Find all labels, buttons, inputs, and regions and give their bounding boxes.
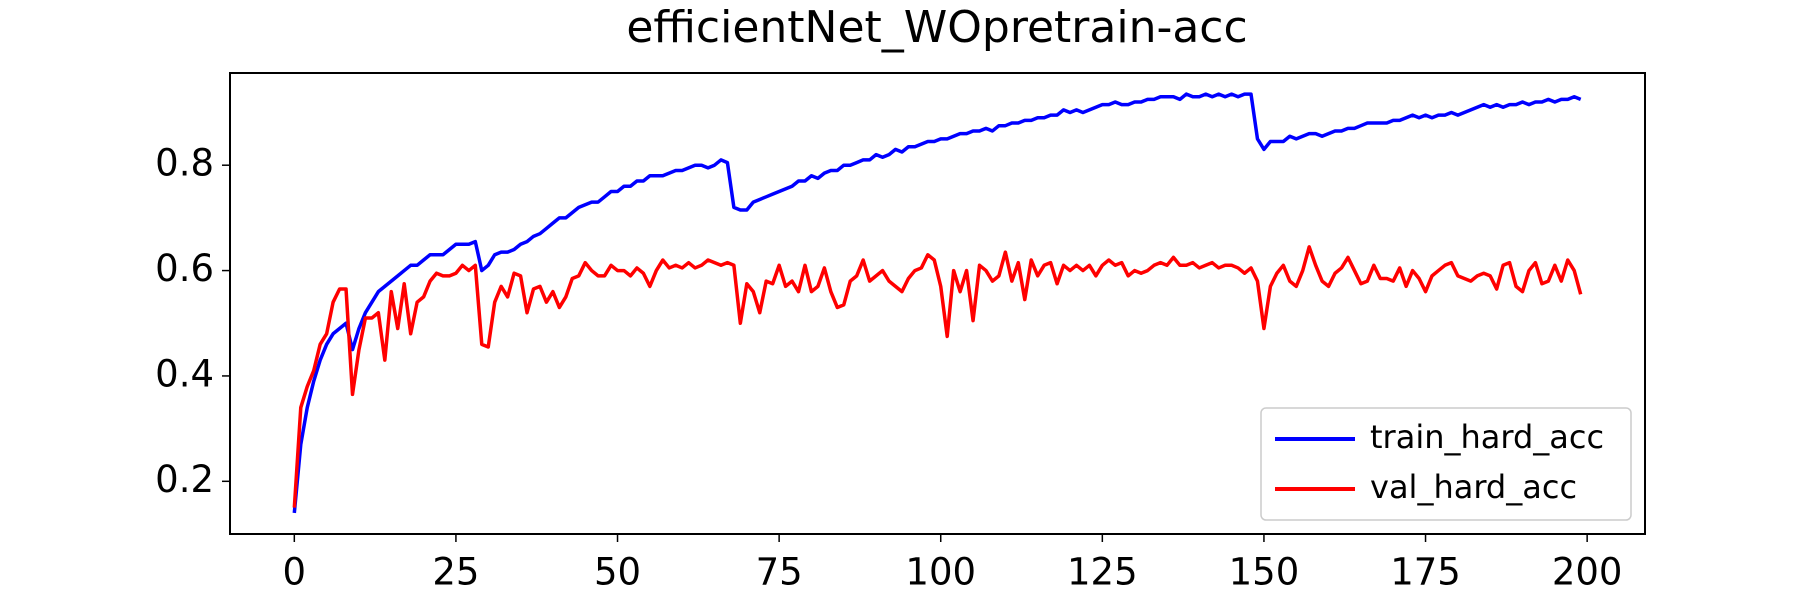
x-tick-label: 0 [283, 551, 307, 594]
y-tick-label: 0.6 [155, 247, 214, 290]
y-tick-label: 0.8 [155, 142, 214, 185]
x-tick-label: 200 [1552, 551, 1623, 594]
x-tick-label: 150 [1229, 551, 1300, 594]
x-tick-label: 100 [905, 551, 976, 594]
x-tick-label: 125 [1067, 551, 1138, 594]
legend-label: train_hard_acc [1370, 418, 1604, 456]
legend: train_hard_acc val_hard_acc [1260, 407, 1632, 521]
legend-box [1260, 407, 1632, 521]
data-line [292, 245, 1583, 508]
data-line [292, 92, 1582, 514]
chart-title: efficientNet_WOpretrain-acc [626, 2, 1247, 53]
y-tick-label: 0.2 [155, 458, 214, 501]
legend-label: val_hard_acc [1370, 468, 1577, 506]
y-tick-label: 0.4 [155, 352, 214, 395]
x-tick-label: 75 [756, 551, 803, 594]
plot-frame [229, 72, 1646, 535]
x-tick-label: 50 [594, 551, 641, 594]
x-tick-label: 25 [432, 551, 479, 594]
x-tick-label: 175 [1390, 551, 1461, 594]
